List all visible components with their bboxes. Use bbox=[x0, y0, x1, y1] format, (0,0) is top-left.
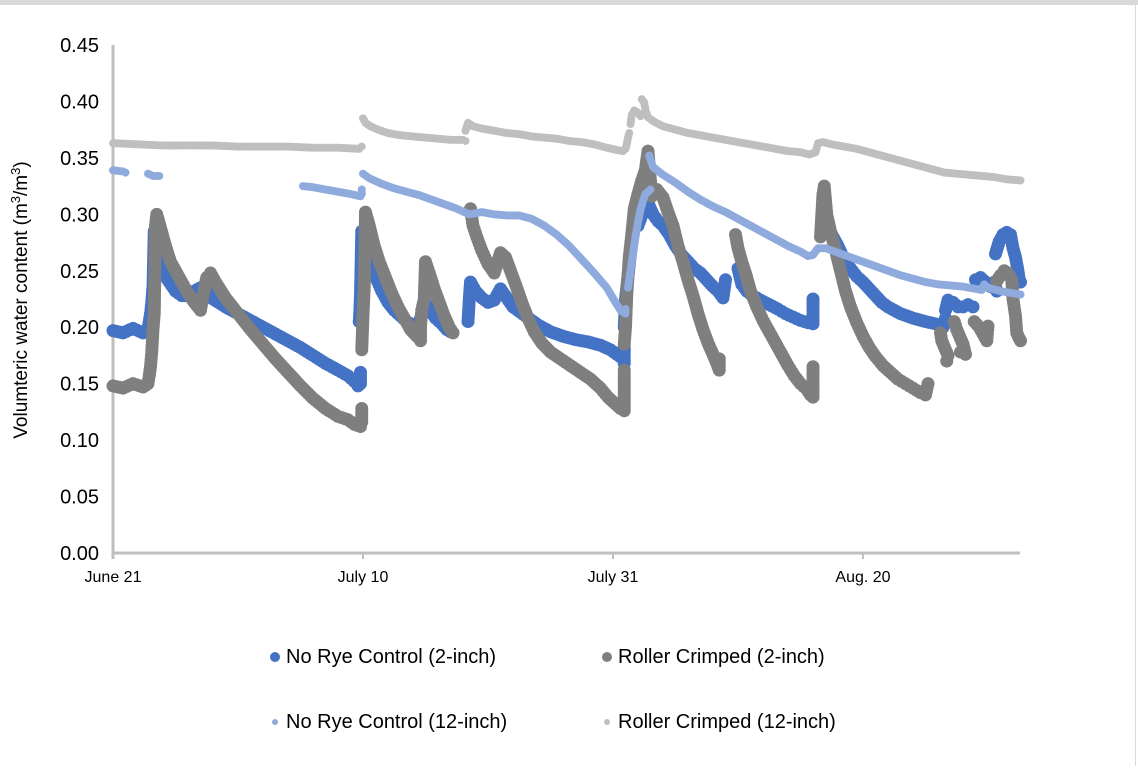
x-tick-label: June 21 bbox=[85, 569, 142, 586]
x-tick-label: July 10 bbox=[338, 569, 389, 586]
legend-item-no-rye-12in[interactable]: No Rye Control (12-inch) bbox=[270, 711, 602, 734]
data-point bbox=[446, 326, 460, 340]
x-tick-label: Aug. 20 bbox=[835, 569, 890, 586]
legend-row: No Rye Control (12-inch) Roller Crimped … bbox=[270, 705, 950, 739]
series-roller-crimped-2-inch bbox=[106, 144, 1027, 434]
data-point bbox=[719, 273, 732, 287]
data-point bbox=[1016, 290, 1025, 299]
series-roller-crimped-12-inch bbox=[109, 95, 1025, 185]
data-point bbox=[617, 363, 631, 377]
data-point bbox=[357, 142, 366, 151]
data-point bbox=[806, 360, 820, 374]
y-tick-label: 0.15 bbox=[60, 374, 99, 396]
data-point bbox=[357, 185, 366, 194]
data-point bbox=[621, 305, 630, 314]
top-border bbox=[0, 0, 1138, 5]
y-tick-label: 0.05 bbox=[60, 487, 99, 509]
legend-label: Roller Crimped (2-inch) bbox=[618, 645, 825, 668]
data-point bbox=[636, 112, 645, 121]
y-tick-label: 0.00 bbox=[60, 543, 99, 565]
data-point bbox=[646, 185, 655, 194]
legend-item-roller-2in[interactable]: Roller Crimped (2-inch) bbox=[602, 646, 825, 669]
plot-area bbox=[106, 95, 1027, 434]
y-tick-label: 0.30 bbox=[60, 204, 99, 226]
legend-item-roller-12in[interactable]: Roller Crimped (12-inch) bbox=[602, 711, 836, 734]
data-point bbox=[1014, 334, 1027, 348]
data-point bbox=[1016, 176, 1025, 185]
y-tick-label: 0.45 bbox=[60, 35, 99, 57]
y-tick-label: 0.35 bbox=[60, 148, 99, 170]
data-point bbox=[806, 292, 820, 306]
legend-label: No Rye Control (12-inch) bbox=[286, 710, 508, 733]
data-point bbox=[954, 345, 967, 359]
data-point bbox=[712, 352, 726, 366]
x-axis: June 21 July 10 July 31 Aug. 20 bbox=[85, 551, 1020, 586]
data-point bbox=[354, 365, 367, 379]
data-point bbox=[461, 136, 470, 145]
data-point bbox=[355, 402, 369, 416]
legend-marker-icon bbox=[270, 652, 280, 662]
data-point bbox=[121, 168, 130, 177]
data-point bbox=[921, 377, 935, 391]
x-tick-label: July 31 bbox=[588, 569, 639, 586]
data-point bbox=[625, 129, 634, 138]
legend-label: Roller Crimped (12-inch) bbox=[618, 710, 836, 733]
y-tick-label: 0.20 bbox=[60, 317, 99, 339]
legend-row: No Rye Control (2-inch) Roller Crimped (… bbox=[270, 640, 950, 674]
data-point bbox=[940, 354, 954, 368]
chart-frame bbox=[0, 4, 1136, 766]
y-tick-label: 0.10 bbox=[60, 430, 99, 452]
legend-marker-icon bbox=[272, 719, 278, 725]
data-point bbox=[966, 300, 980, 314]
data-point bbox=[981, 319, 995, 333]
legend-marker-icon bbox=[602, 652, 612, 662]
y-tick-label: 0.40 bbox=[60, 91, 99, 113]
y-axis: 0.00 0.05 0.10 0.15 0.20 0.25 0.30 0.35 0.40 0.45 bbox=[60, 35, 115, 565]
y-axis-title: Volumteric water content (m3/m3) bbox=[8, 161, 32, 438]
legend-label: No Rye Control (2-inch) bbox=[286, 645, 497, 668]
series-no-rye-control-12-inch bbox=[109, 151, 1025, 318]
legend-item-no-rye-2in[interactable]: No Rye Control (2-inch) bbox=[270, 646, 602, 669]
y-tick-label: 0.25 bbox=[60, 261, 99, 283]
legend-marker-icon bbox=[604, 719, 610, 725]
data-point bbox=[155, 171, 164, 180]
legend: No Rye Control (2-inch) Roller Crimped (… bbox=[270, 640, 950, 770]
